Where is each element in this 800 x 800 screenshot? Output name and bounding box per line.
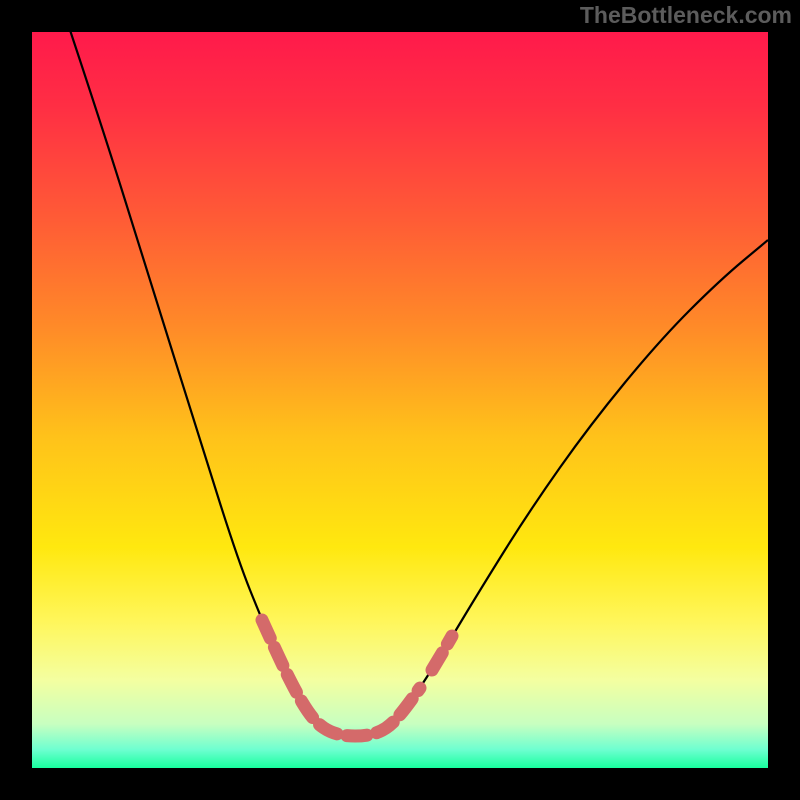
chart-svg [0, 0, 800, 800]
bottleneck-chart: TheBottleneck.com [0, 0, 800, 800]
watermark-text: TheBottleneck.com [580, 2, 792, 29]
